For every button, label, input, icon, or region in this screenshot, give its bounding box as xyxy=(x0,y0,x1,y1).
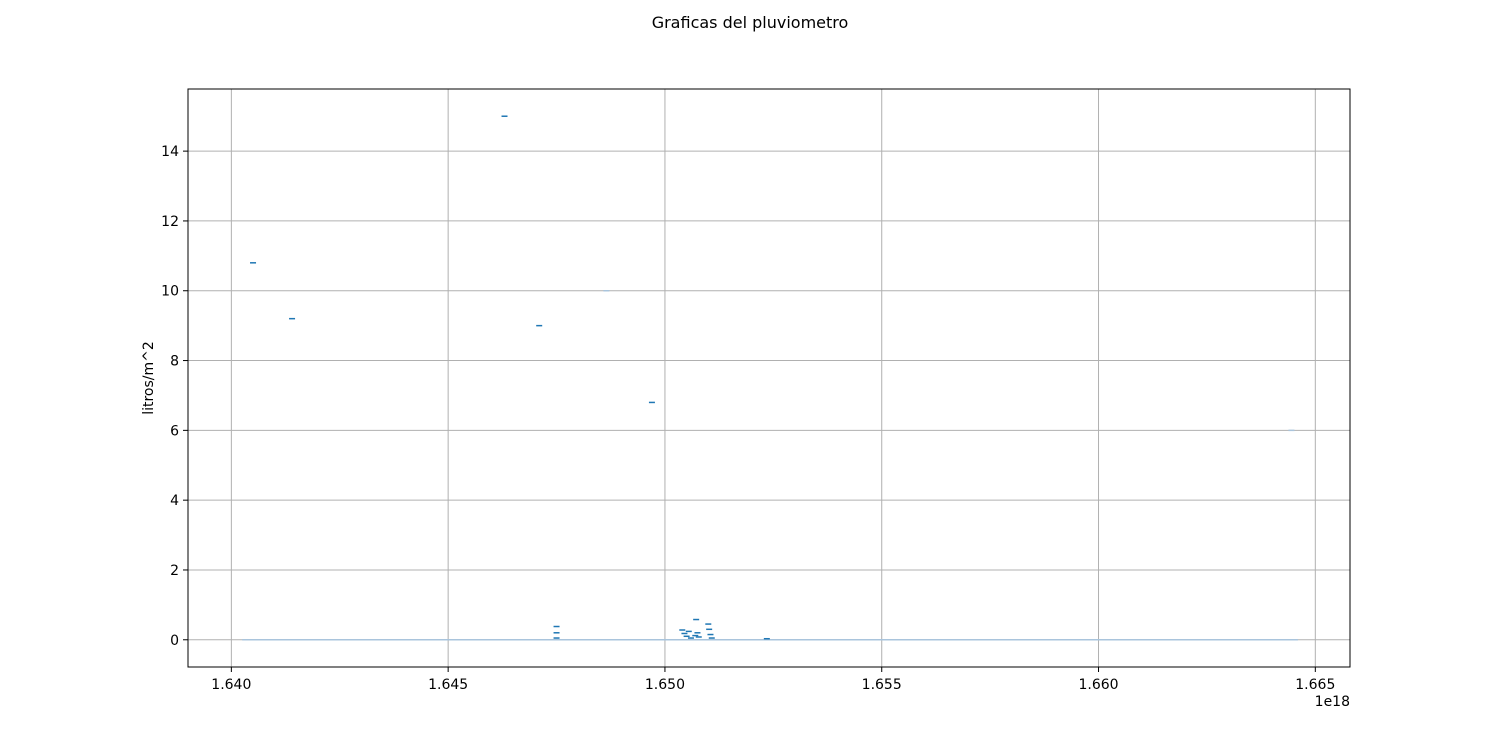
y-tick-label: 8 xyxy=(170,354,179,370)
y-axis-ticks: 0 2 4 6 8 10 12 14 xyxy=(161,144,188,649)
y-tick-label: 12 xyxy=(161,214,179,230)
y-tick-label: 10 xyxy=(161,284,179,300)
y-tick-label: 14 xyxy=(161,144,179,160)
x-tick-label: 1.645 xyxy=(428,677,468,693)
grid-lines xyxy=(188,89,1350,667)
x-tick-label: 1.650 xyxy=(645,677,685,693)
y-axis-label: litros/m^2 xyxy=(141,341,157,415)
chart-title: Graficas del pluviometro xyxy=(652,13,849,32)
x-tick-label: 1.660 xyxy=(1078,677,1118,693)
x-tick-label: 1.640 xyxy=(211,677,251,693)
axes-frame xyxy=(187,88,1351,668)
x-axis-ticks: 1.640 1.645 1.650 1.655 1.660 1.665 xyxy=(211,667,1335,693)
y-tick-label: 2 xyxy=(170,563,179,579)
data-points xyxy=(250,115,1295,640)
x-axis-offset-label: 1e18 xyxy=(1315,694,1350,710)
x-tick-label: 1.655 xyxy=(862,677,902,693)
y-tick-label: 4 xyxy=(170,493,179,509)
x-tick-label: 1.665 xyxy=(1295,677,1335,693)
y-tick-label: 6 xyxy=(170,423,179,439)
y-tick-label: 0 xyxy=(170,633,179,649)
